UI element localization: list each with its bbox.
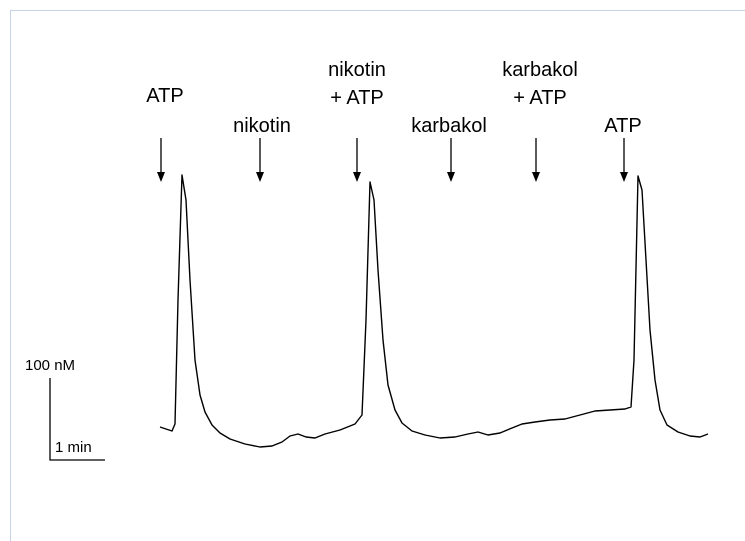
annotation: karbakol	[411, 115, 487, 137]
annotation: ATP	[146, 85, 183, 107]
scale-bar	[49, 378, 105, 461]
trace	[159, 174, 709, 448]
annotation: nikotin	[233, 115, 291, 137]
annotation: + ATP	[513, 87, 567, 109]
annotation: + ATP	[330, 87, 384, 109]
scale-bar-horizontal-label: 1 min	[55, 439, 92, 456]
annotations: ATP nikotin nikotin + ATP karbakol karbakol + …	[146, 59, 641, 137]
arrows	[157, 138, 628, 182]
annotation: ATP	[604, 115, 641, 137]
annotation: nikotin	[328, 59, 386, 81]
annotation: karbakol	[502, 59, 578, 81]
frame	[10, 10, 745, 541]
scale-bar-vertical-label: 100 nM	[25, 357, 75, 374]
